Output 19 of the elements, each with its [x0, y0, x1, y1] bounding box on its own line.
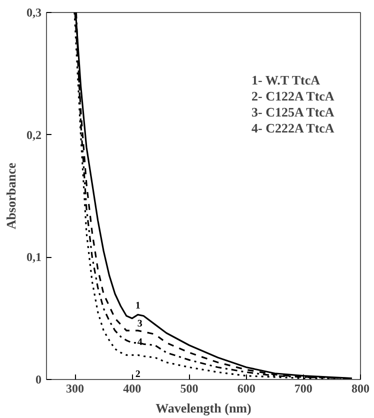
x-tick-label: 600: [237, 382, 256, 396]
y-tick-label: 0,1: [26, 250, 42, 264]
x-tick-label: 300: [66, 382, 84, 396]
y-tick-label: 0: [36, 372, 42, 386]
series-label: 3: [137, 318, 142, 330]
series-label: 2: [135, 369, 140, 380]
annotation: 1- W.T TtcA: [252, 72, 321, 88]
annotation: 4- C222A TtcA: [252, 120, 335, 136]
y-tick-label: 0,3: [26, 6, 42, 20]
y-tick-label: 0,2: [26, 128, 42, 142]
x-axis-title: Wavelength (nm): [156, 400, 252, 416]
x-tick-label: 400: [123, 382, 142, 396]
x-tick-label: 500: [180, 382, 198, 396]
x-tick-label: 700: [294, 382, 312, 396]
y-axis-title: Absorbance: [4, 162, 18, 230]
annotation: 3- C125A TtcA: [252, 104, 335, 120]
series-label: 1: [135, 300, 140, 312]
annotation: 2- C122A TtcA: [252, 88, 335, 104]
x-tick-label: 800: [352, 382, 370, 396]
